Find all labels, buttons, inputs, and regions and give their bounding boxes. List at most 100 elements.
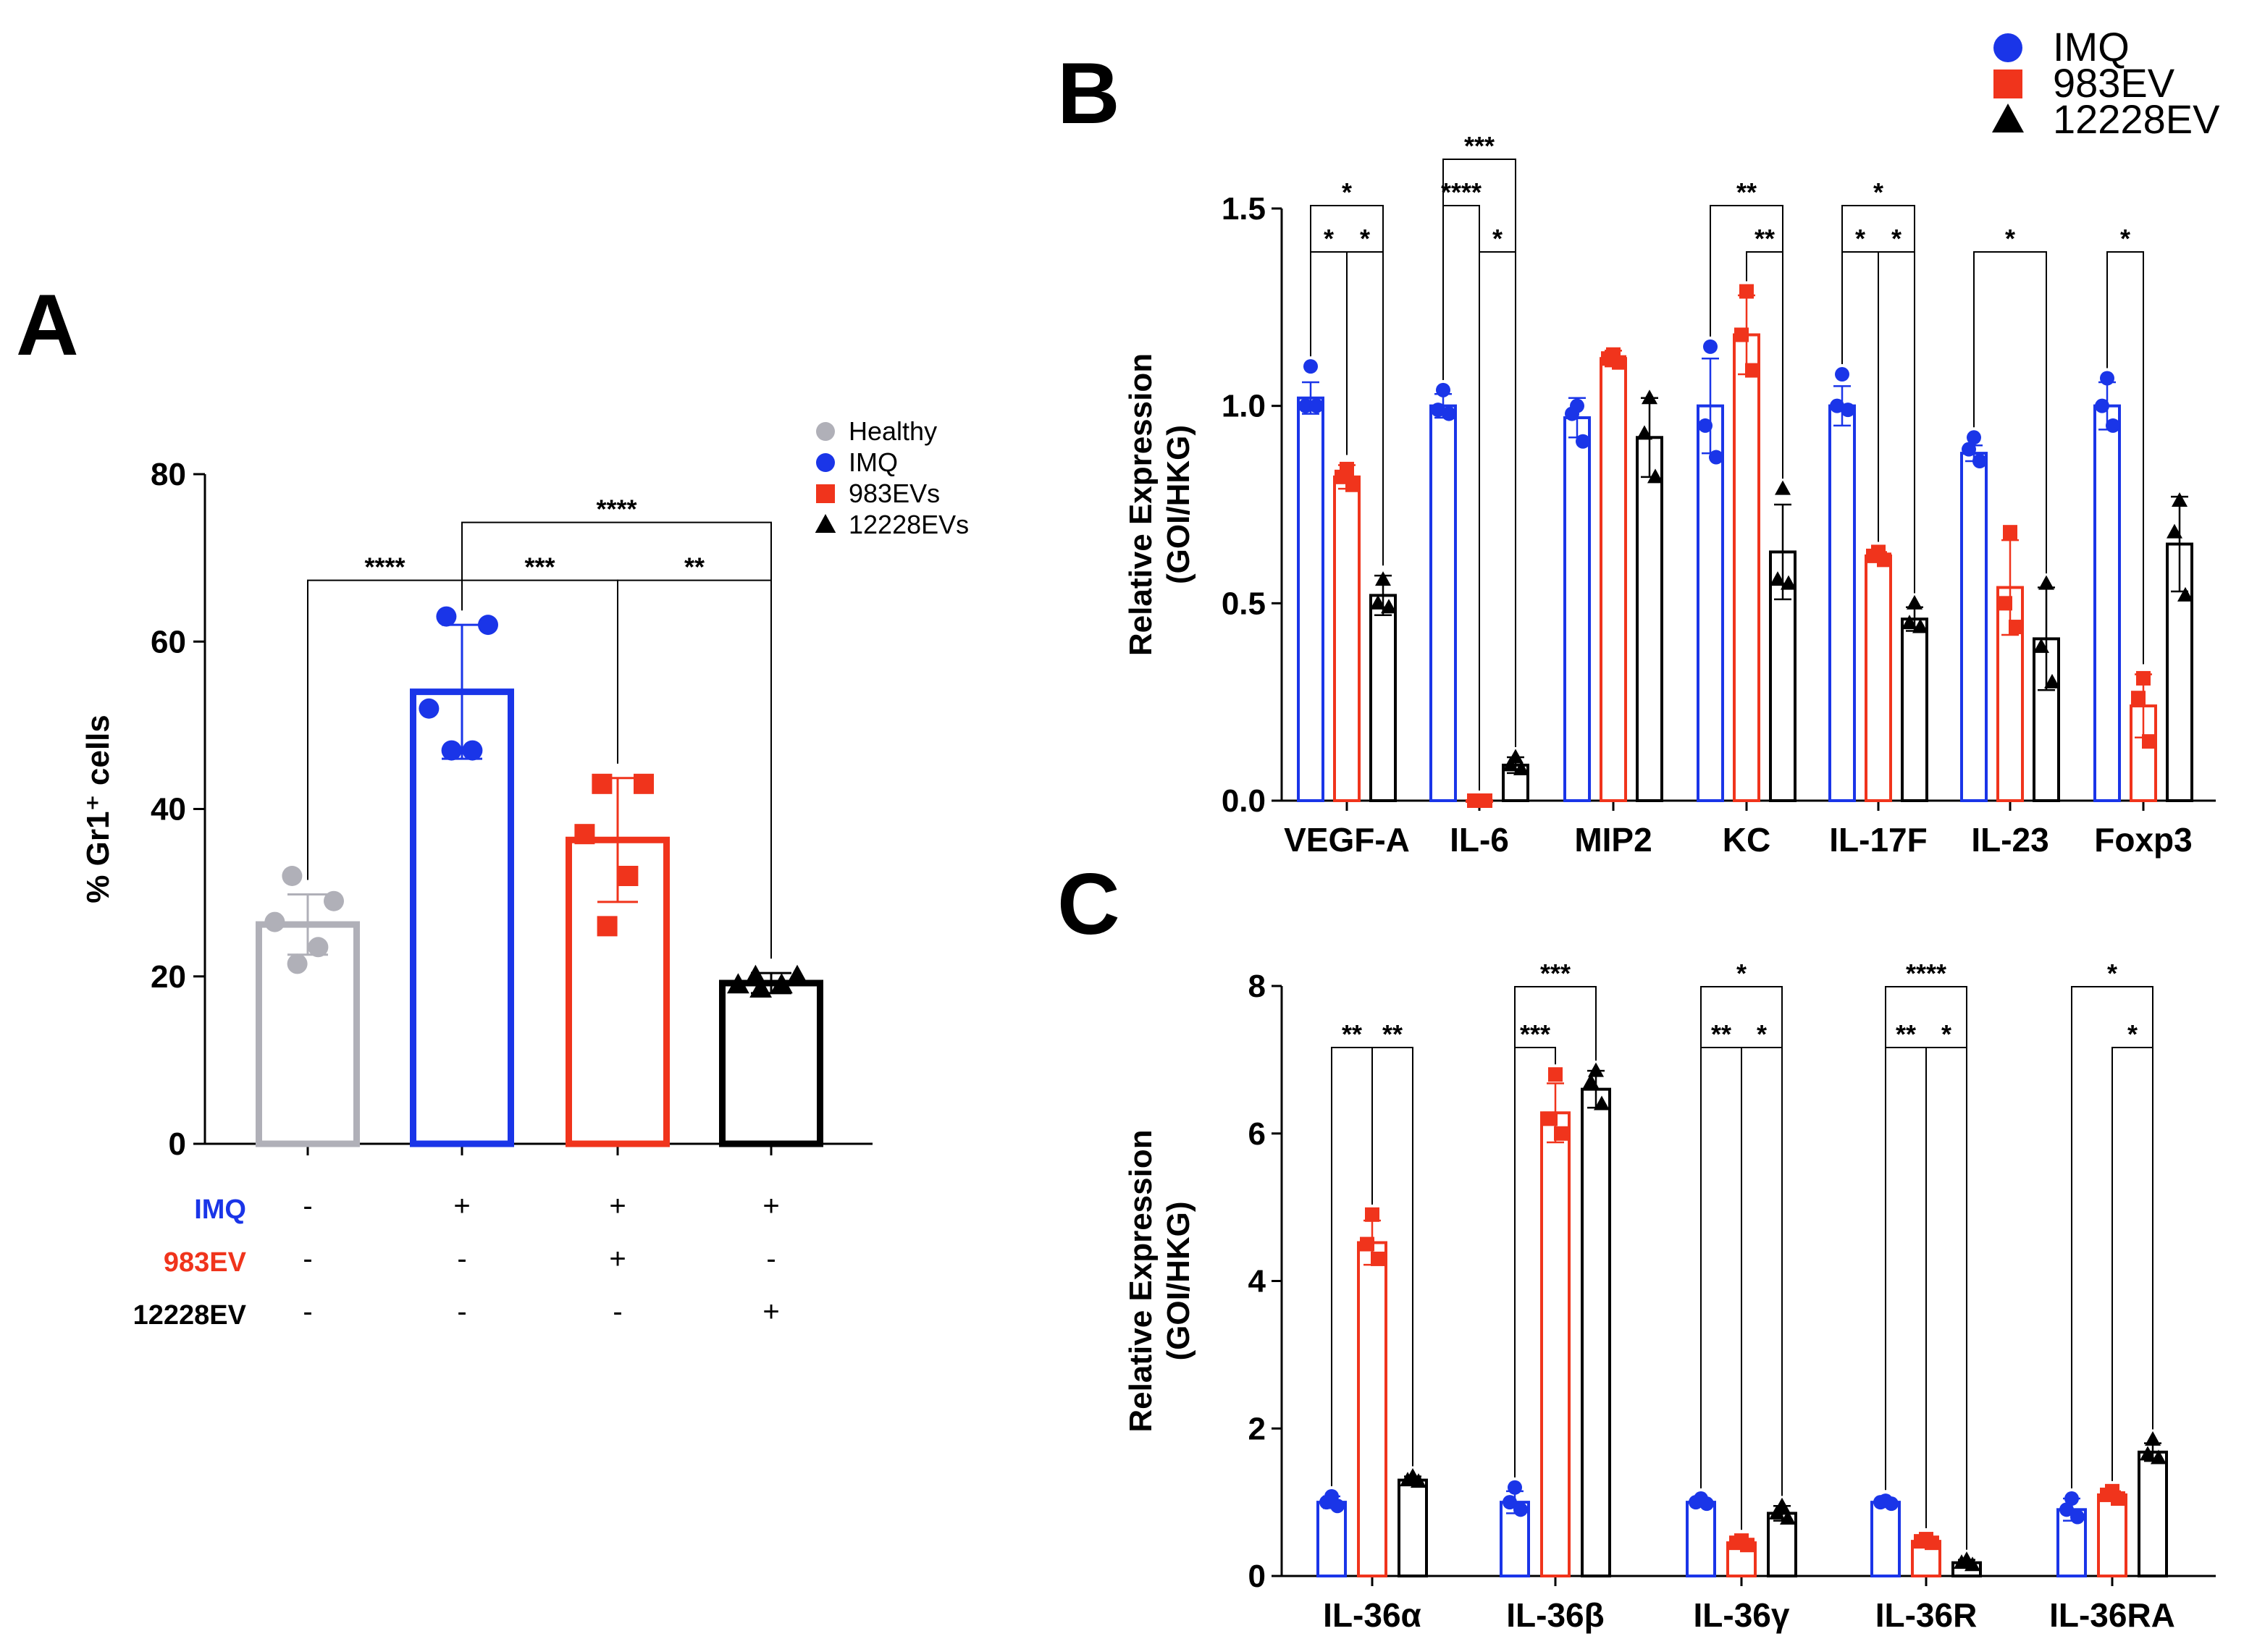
y-tick-label: 0.5 (1222, 586, 1266, 621)
y-tick-label: 80 (151, 457, 186, 492)
condition-sign: + (762, 1190, 779, 1222)
data-point (2009, 620, 2023, 635)
category-label: IL-36R (1875, 1596, 1978, 1634)
condition-row-label: IMQ (194, 1194, 246, 1225)
data-point (324, 890, 344, 911)
data-point (2151, 1449, 2167, 1465)
panel-b-chart: 0.0 0.5 1.0 1.5 Relative Expression (GOI/HKG)… (1123, 24, 2220, 859)
y-tick-label: 0 (169, 1126, 186, 1162)
data-point (1647, 468, 1663, 484)
category-label: IL-36α (1323, 1596, 1421, 1634)
condition-sign: + (762, 1296, 779, 1328)
legend-label: IMQ (849, 447, 898, 477)
data-point (1703, 339, 1718, 354)
data-point (1636, 425, 1652, 440)
legend-marker (816, 484, 835, 503)
data-point (1699, 1496, 1714, 1512)
data-point (1877, 552, 1891, 568)
condition-row-label: 12228EV (133, 1300, 247, 1331)
data-point (1309, 398, 1324, 413)
data-point (1770, 571, 1786, 586)
data-point (1612, 355, 1626, 370)
data-point (1543, 1111, 1558, 1126)
data-point (1739, 284, 1754, 299)
y-tick-label: 6 (1248, 1116, 1266, 1152)
data-point (2095, 398, 2109, 413)
significance-bracket-label: **** (1441, 177, 1482, 207)
data-point (1478, 793, 1492, 808)
data-point (1431, 403, 1445, 418)
data-point (1365, 1207, 1379, 1222)
data-point (1565, 406, 1579, 421)
data-point (2106, 418, 2120, 433)
significance-bracket-line (1973, 251, 2047, 574)
data-point (2033, 638, 2049, 653)
data-point (592, 773, 613, 794)
data-point (1508, 1480, 1522, 1495)
data-point (2064, 1491, 2079, 1506)
category-label: Foxp3 (2094, 821, 2192, 859)
data-point (1381, 599, 1397, 614)
legend-label: Healthy (849, 416, 937, 446)
data-point (749, 977, 772, 998)
data-point (1370, 594, 1386, 610)
data-point (1734, 327, 1749, 342)
data-point (462, 740, 483, 761)
data-point (1925, 1535, 1939, 1551)
data-point (1901, 615, 1917, 630)
data-point (2038, 575, 2054, 590)
significance-bracket-label: * (2107, 958, 2117, 988)
condition-sign: - (457, 1243, 466, 1275)
significance-bracket-line (2106, 251, 2144, 665)
data-point (1583, 1073, 1599, 1088)
data-point (2177, 586, 2193, 602)
legend-marker (1993, 69, 2022, 98)
significance-bracket-label: ** (1382, 1019, 1403, 1049)
data-point (574, 824, 595, 845)
significance-bracket-label: * (1324, 224, 1334, 253)
panel-letter-c: C (1057, 856, 1120, 953)
significance-bracket-line (1442, 159, 1516, 748)
y-tick-label: 1.5 (1222, 191, 1266, 227)
significance-bracket-label: * (2127, 1019, 2138, 1049)
data-point (618, 866, 639, 886)
significance-bracket-label: ** (1755, 224, 1775, 253)
data-point (1303, 359, 1318, 374)
panel-letter-a: A (16, 277, 79, 374)
data-point (1400, 1472, 1416, 1487)
category-label: IL-17F (1829, 821, 1927, 859)
data-point (597, 916, 618, 937)
data-point (1442, 406, 1456, 421)
data-point (1964, 1556, 1980, 1572)
data-point (1835, 367, 1849, 382)
data-point (1319, 1495, 1334, 1510)
data-point (282, 866, 303, 886)
significance-bracket-label: ** (1736, 177, 1757, 207)
data-point (1912, 618, 1928, 633)
data-point (1998, 596, 2012, 611)
data-point (478, 615, 498, 636)
significance-bracket-line (1310, 205, 1384, 566)
data-point (1907, 594, 1922, 610)
data-point (2100, 371, 2114, 386)
data-point (1962, 442, 1976, 457)
data-point (441, 740, 462, 761)
legend-label: 983EVs (849, 479, 940, 508)
data-point (2167, 523, 2182, 539)
data-point (2145, 1431, 2161, 1446)
data-point (1503, 1495, 1517, 1510)
data-point (2131, 691, 2146, 706)
significance-bracket-label: * (1941, 1019, 1951, 1049)
y-tick-label: 60 (151, 624, 186, 659)
data-point (1780, 1510, 1796, 1525)
significance-bracket-label: *** (524, 552, 555, 582)
category-label: IL-23 (1971, 821, 2048, 859)
condition-sign: - (457, 1296, 466, 1328)
category-label: IL-6 (1450, 821, 1509, 859)
data-point (1594, 1095, 1610, 1111)
data-point (2172, 492, 2188, 507)
data-point (1689, 1495, 1703, 1510)
data-point (1954, 1554, 1970, 1569)
data-point (1830, 398, 1844, 413)
y-tick-label: 20 (151, 959, 186, 995)
